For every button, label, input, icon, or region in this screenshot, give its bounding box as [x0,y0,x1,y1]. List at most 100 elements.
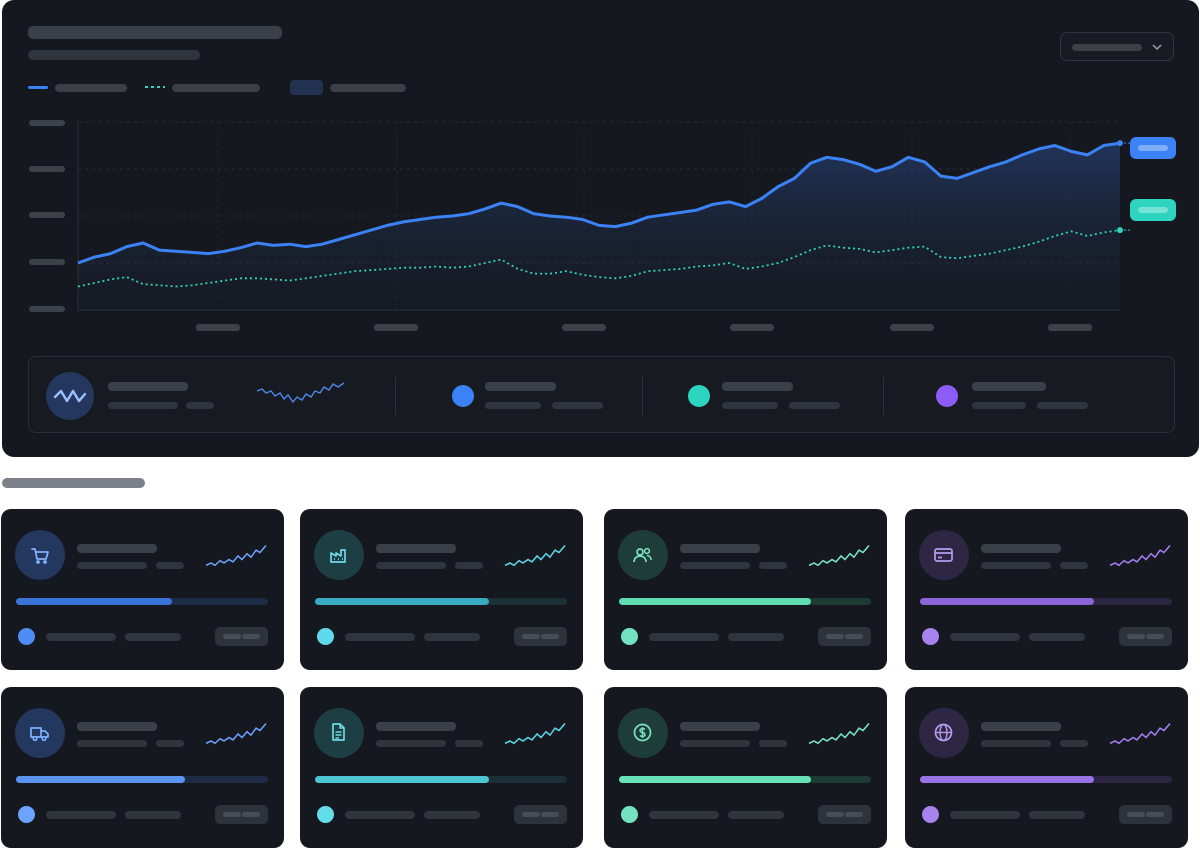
metric-card[interactable] [604,687,887,848]
wave-pulse-icon [46,372,94,420]
metric-card[interactable] [1,687,284,848]
card-sparkline [504,722,566,745]
card-delta [455,562,483,569]
x-tick-label [374,324,418,331]
card-status-dot [317,806,334,823]
card-title [680,544,760,553]
card-status-dot [317,628,334,645]
card-status-dot [18,806,35,823]
dollar-icon [618,708,668,758]
card-footer-value [728,811,784,819]
card-action-button[interactable] [818,805,871,824]
card-status-dot [621,806,638,823]
card-footer-label [950,633,1020,641]
card-progress-fill [619,776,811,783]
card-value [680,740,750,747]
legend-label-area [330,84,406,92]
card-progress-fill [16,776,185,783]
card-delta [156,740,184,747]
legend-label-primary [55,84,127,92]
summary-item-value [485,402,541,409]
x-tick-label [890,324,934,331]
summary-item-delta [552,402,603,409]
x-tick-label [562,324,606,331]
card-title [981,544,1061,553]
card-progress-track [16,598,268,605]
card-progress-fill [315,598,489,605]
card-action-button[interactable] [818,627,871,646]
card-footer-label [345,633,415,641]
metric-card[interactable] [1,509,284,670]
card-progress-track [315,598,567,605]
users-icon [618,530,668,580]
card-title [680,722,760,731]
y-tick-label [29,212,65,218]
card-progress-track [619,598,871,605]
line-chart [77,121,1130,311]
card-action-button[interactable] [514,805,567,824]
card-title [376,722,456,731]
summary-sparkline [256,382,345,404]
range-dropdown[interactable] [1060,32,1174,61]
card-footer-label [649,811,719,819]
summary-metric-delta [186,402,214,409]
secondary-series-line [77,229,1121,288]
card-title [376,544,456,553]
card-footer-value [728,633,784,641]
card-action-button[interactable] [215,627,268,646]
card-value [77,562,147,569]
y-tick-label [29,120,65,126]
shopping-cart-icon [15,530,65,580]
legend-dot-secondary [688,385,710,407]
card-action-button[interactable] [215,805,268,824]
credit-card-icon [919,530,969,580]
summary-divider [883,377,884,415]
summary-item-label [485,382,556,391]
card-delta [759,562,787,569]
card-value [376,740,446,747]
card-footer-value [1029,811,1085,819]
metric-card[interactable] [300,687,583,848]
card-footer-label [649,633,719,641]
metric-card[interactable] [905,509,1188,670]
card-value [77,740,147,747]
card-delta [759,740,787,747]
card-value [981,740,1051,747]
truck-icon [15,708,65,758]
summary-item-label [972,382,1046,391]
card-delta [1060,740,1088,747]
panel-title [28,26,282,39]
card-value [680,562,750,569]
card-sparkline [504,544,566,567]
card-footer-value [424,811,480,819]
card-progress-fill [16,598,173,605]
legend-swatch-primary [28,86,48,89]
card-value [376,562,446,569]
summary-divider [642,377,643,415]
card-footer-label [950,811,1020,819]
card-progress-fill [315,776,489,783]
card-footer-label [46,811,116,819]
card-sparkline [205,544,267,567]
primary-end-marker [1117,140,1123,147]
card-delta [156,562,184,569]
metric-card[interactable] [604,509,887,670]
card-title [981,722,1061,731]
legend-dot-tertiary [936,385,958,407]
y-tick-label [29,166,65,172]
card-progress-fill [619,598,811,605]
card-action-button[interactable] [1119,627,1172,646]
card-action-button[interactable] [1119,805,1172,824]
card-status-dot [18,628,35,645]
metric-card[interactable] [300,509,583,670]
card-footer-label [345,811,415,819]
card-progress-track [315,776,567,783]
card-sparkline [1109,544,1171,567]
globe-icon [919,708,969,758]
summary-item-label [722,382,793,391]
card-sparkline [1109,722,1171,745]
card-action-button[interactable] [514,627,567,646]
metric-card[interactable] [905,687,1188,848]
card-progress-fill [920,598,1094,605]
card-value [981,562,1051,569]
